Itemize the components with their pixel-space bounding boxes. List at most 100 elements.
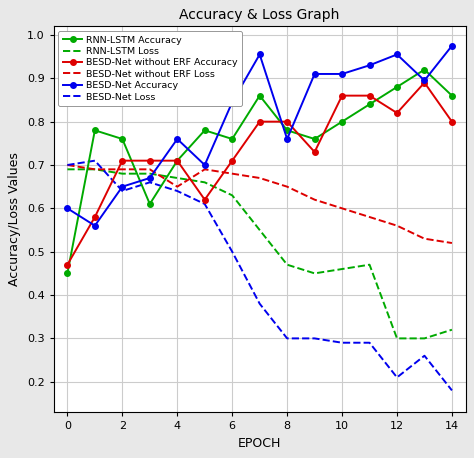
- BESD-Net without ERF Accuracy: [92, 214, 98, 220]
- Line: BESD-Net Accuracy: BESD-Net Accuracy: [64, 43, 455, 229]
- BESD-Net without ERF Loss: [92, 167, 98, 172]
- BESD-Net Loss: [119, 188, 125, 194]
- BESD-Net Accuracy: [284, 136, 290, 142]
- RNN-LSTM Loss: [257, 227, 263, 233]
- BESD-Net Accuracy: [92, 223, 98, 229]
- Line: BESD-Net Loss: BESD-Net Loss: [67, 161, 452, 390]
- BESD-Net Accuracy: [174, 136, 180, 142]
- BESD-Net without ERF Accuracy: [284, 119, 290, 125]
- BESD-Net Accuracy: [257, 52, 263, 57]
- BESD-Net without ERF Accuracy: [449, 119, 455, 125]
- Line: BESD-Net without ERF Loss: BESD-Net without ERF Loss: [67, 165, 452, 243]
- BESD-Net without ERF Accuracy: [119, 158, 125, 164]
- RNN-LSTM Accuracy: [229, 136, 235, 142]
- BESD-Net Loss: [284, 336, 290, 341]
- RNN-LSTM Accuracy: [312, 136, 318, 142]
- RNN-LSTM Loss: [449, 327, 455, 333]
- BESD-Net without ERF Accuracy: [312, 149, 318, 155]
- BESD-Net Accuracy: [119, 184, 125, 190]
- BESD-Net without ERF Loss: [202, 167, 208, 172]
- BESD-Net Loss: [394, 375, 400, 380]
- X-axis label: EPOCH: EPOCH: [238, 436, 282, 450]
- BESD-Net Loss: [421, 353, 427, 359]
- BESD-Net Accuracy: [421, 78, 427, 83]
- BESD-Net Accuracy: [229, 99, 235, 105]
- RNN-LSTM Accuracy: [147, 201, 153, 207]
- RNN-LSTM Accuracy: [394, 84, 400, 90]
- BESD-Net without ERF Accuracy: [257, 119, 263, 125]
- BESD-Net without ERF Loss: [367, 214, 373, 220]
- BESD-Net Loss: [312, 336, 318, 341]
- BESD-Net Loss: [174, 188, 180, 194]
- BESD-Net Loss: [449, 387, 455, 393]
- RNN-LSTM Accuracy: [257, 93, 263, 98]
- BESD-Net without ERF Loss: [119, 167, 125, 172]
- BESD-Net without ERF Accuracy: [64, 262, 70, 267]
- BESD-Net without ERF Loss: [449, 240, 455, 246]
- BESD-Net Loss: [257, 301, 263, 306]
- BESD-Net Accuracy: [202, 162, 208, 168]
- BESD-Net without ERF Loss: [174, 184, 180, 190]
- BESD-Net Accuracy: [64, 206, 70, 211]
- RNN-LSTM Loss: [367, 262, 373, 267]
- BESD-Net without ERF Loss: [284, 184, 290, 190]
- RNN-LSTM Accuracy: [421, 67, 427, 72]
- BESD-Net Accuracy: [394, 52, 400, 57]
- BESD-Net Accuracy: [312, 71, 318, 76]
- RNN-LSTM Accuracy: [367, 102, 373, 107]
- BESD-Net Loss: [229, 249, 235, 255]
- RNN-LSTM Loss: [202, 180, 208, 185]
- RNN-LSTM Accuracy: [202, 128, 208, 133]
- RNN-LSTM Loss: [229, 193, 235, 198]
- RNN-LSTM Loss: [394, 336, 400, 341]
- BESD-Net Loss: [339, 340, 345, 345]
- RNN-LSTM Loss: [92, 167, 98, 172]
- Line: BESD-Net without ERF Accuracy: BESD-Net without ERF Accuracy: [64, 80, 455, 267]
- RNN-LSTM Accuracy: [92, 128, 98, 133]
- Y-axis label: Accuracy/Loss Values: Accuracy/Loss Values: [9, 152, 21, 286]
- BESD-Net without ERF Accuracy: [174, 158, 180, 164]
- BESD-Net without ERF Loss: [421, 236, 427, 241]
- BESD-Net without ERF Accuracy: [229, 158, 235, 164]
- BESD-Net Loss: [92, 158, 98, 164]
- BESD-Net without ERF Accuracy: [339, 93, 345, 98]
- BESD-Net without ERF Accuracy: [147, 158, 153, 164]
- Line: RNN-LSTM Accuracy: RNN-LSTM Accuracy: [64, 67, 455, 276]
- RNN-LSTM Loss: [339, 266, 345, 272]
- RNN-LSTM Accuracy: [284, 128, 290, 133]
- RNN-LSTM Accuracy: [64, 271, 70, 276]
- BESD-Net without ERF Loss: [257, 175, 263, 181]
- BESD-Net Accuracy: [147, 175, 153, 181]
- Title: Accuracy & Loss Graph: Accuracy & Loss Graph: [180, 8, 340, 22]
- BESD-Net without ERF Loss: [147, 167, 153, 172]
- BESD-Net without ERF Loss: [229, 171, 235, 176]
- RNN-LSTM Loss: [64, 167, 70, 172]
- BESD-Net without ERF Accuracy: [421, 80, 427, 85]
- Legend: RNN-LSTM Accuracy, RNN-LSTM Loss, BESD-Net without ERF Accuracy, BESD-Net withou: RNN-LSTM Accuracy, RNN-LSTM Loss, BESD-N…: [58, 31, 242, 106]
- BESD-Net Accuracy: [339, 71, 345, 76]
- RNN-LSTM Accuracy: [449, 93, 455, 98]
- BESD-Net without ERF Accuracy: [394, 110, 400, 116]
- Line: RNN-LSTM Loss: RNN-LSTM Loss: [67, 169, 452, 338]
- RNN-LSTM Loss: [421, 336, 427, 341]
- RNN-LSTM Loss: [312, 271, 318, 276]
- BESD-Net Accuracy: [449, 43, 455, 49]
- RNN-LSTM Accuracy: [174, 158, 180, 164]
- RNN-LSTM Accuracy: [339, 119, 345, 125]
- RNN-LSTM Loss: [284, 262, 290, 267]
- BESD-Net Loss: [64, 162, 70, 168]
- BESD-Net without ERF Accuracy: [367, 93, 373, 98]
- BESD-Net without ERF Loss: [339, 206, 345, 211]
- BESD-Net without ERF Loss: [64, 162, 70, 168]
- BESD-Net Loss: [367, 340, 373, 345]
- RNN-LSTM Loss: [147, 171, 153, 176]
- BESD-Net without ERF Loss: [394, 223, 400, 229]
- BESD-Net Accuracy: [367, 63, 373, 68]
- RNN-LSTM Loss: [119, 171, 125, 176]
- BESD-Net Loss: [147, 180, 153, 185]
- RNN-LSTM Accuracy: [119, 136, 125, 142]
- BESD-Net without ERF Accuracy: [202, 197, 208, 202]
- BESD-Net without ERF Loss: [312, 197, 318, 202]
- BESD-Net Loss: [202, 201, 208, 207]
- RNN-LSTM Loss: [174, 175, 180, 181]
